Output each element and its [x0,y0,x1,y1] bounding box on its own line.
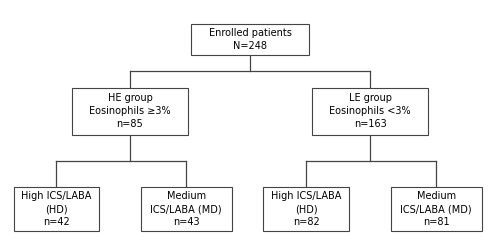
Text: High ICS/LABA
(HD)
n=82: High ICS/LABA (HD) n=82 [271,192,342,227]
Text: HE group
Eosinophils ≥3%
n=85: HE group Eosinophils ≥3% n=85 [89,93,171,129]
FancyBboxPatch shape [191,24,309,55]
FancyBboxPatch shape [141,187,232,231]
FancyBboxPatch shape [14,187,100,231]
Text: High ICS/LABA
(HD)
n=42: High ICS/LABA (HD) n=42 [22,192,92,227]
Text: Enrolled patients
N=248: Enrolled patients N=248 [208,28,292,51]
Text: Medium
ICS/LABA (MD)
n=43: Medium ICS/LABA (MD) n=43 [150,192,222,227]
Text: LE group
Eosinophils <3%
n=163: LE group Eosinophils <3% n=163 [329,93,411,129]
FancyBboxPatch shape [312,88,428,134]
FancyBboxPatch shape [264,187,349,231]
FancyBboxPatch shape [391,187,482,231]
Text: Medium
ICS/LABA (MD)
n=81: Medium ICS/LABA (MD) n=81 [400,192,472,227]
FancyBboxPatch shape [72,88,188,134]
